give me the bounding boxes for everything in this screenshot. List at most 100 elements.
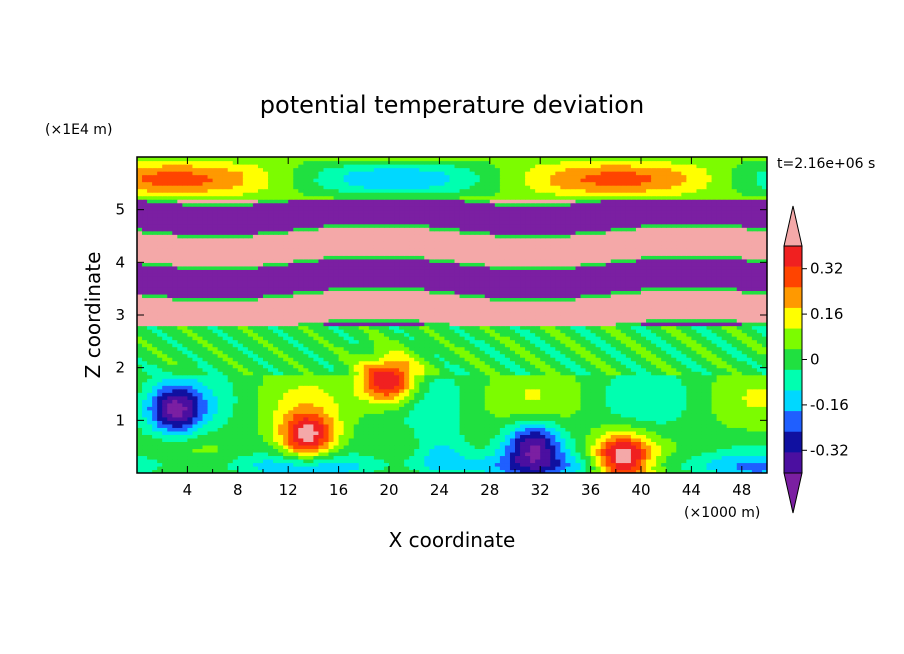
field-cell <box>333 423 340 428</box>
field-cell <box>595 427 602 432</box>
field-cell <box>142 420 148 425</box>
field-cell <box>494 420 501 425</box>
field-cell <box>162 336 168 341</box>
field-cell <box>666 339 672 344</box>
field-cell <box>222 458 229 464</box>
field-cell <box>509 346 516 351</box>
field-cell <box>454 364 461 369</box>
field-cell <box>701 402 708 407</box>
field-cell <box>459 444 466 450</box>
field-cell <box>630 353 637 358</box>
field-cell <box>635 336 642 341</box>
field-cell <box>268 441 274 446</box>
field-cell <box>535 458 541 464</box>
field-cell <box>318 357 325 362</box>
field-cell <box>303 353 309 358</box>
field-cell <box>268 430 274 435</box>
field-cell <box>701 416 708 421</box>
field-cell <box>273 350 279 355</box>
field-cell <box>671 367 677 372</box>
field-cell <box>761 451 767 457</box>
field-cell <box>535 409 541 414</box>
field-cell <box>212 378 219 383</box>
field-cell <box>368 427 375 432</box>
field-cell <box>177 392 183 397</box>
field-cell <box>399 346 405 351</box>
field-cell <box>469 343 476 348</box>
field-cell <box>177 343 183 348</box>
field-cell <box>157 451 163 457</box>
field-cell <box>237 465 244 471</box>
field-cell <box>585 434 592 439</box>
field-cell <box>338 374 345 379</box>
field-cell <box>751 336 758 341</box>
field-cell <box>761 350 767 355</box>
field-cell <box>263 360 269 365</box>
field-cell <box>620 444 627 450</box>
field-cell <box>711 374 718 379</box>
field-cell <box>565 469 572 473</box>
field-cell <box>484 462 491 467</box>
field-cell <box>711 465 718 471</box>
field-cell <box>706 339 713 344</box>
field-cell <box>348 458 355 464</box>
field-cell <box>746 462 753 467</box>
field-cell <box>499 416 506 421</box>
field-cell <box>172 378 178 383</box>
field-cell <box>731 434 738 439</box>
field-cell <box>605 451 612 457</box>
field-cell <box>515 360 521 365</box>
field-cell <box>278 346 284 351</box>
field-cell <box>333 441 340 446</box>
field-cell <box>641 427 647 432</box>
field-cell <box>404 346 410 351</box>
field-cell <box>509 423 516 428</box>
field-cell <box>570 350 577 355</box>
field-cell <box>212 406 219 411</box>
field-cell <box>696 448 703 453</box>
field-cell <box>731 339 738 344</box>
field-cell <box>429 427 435 432</box>
field-cell <box>343 360 350 365</box>
field-cell <box>736 420 743 425</box>
field-cell <box>641 434 647 439</box>
field-cell <box>706 413 713 418</box>
field-cell <box>439 427 446 432</box>
field-cell <box>605 371 612 376</box>
field-cell <box>172 416 178 421</box>
field-cell <box>298 374 304 379</box>
field-cell <box>434 332 440 337</box>
field-cell <box>257 392 264 397</box>
field-cell <box>459 455 466 460</box>
field-cell <box>147 420 153 425</box>
field-cell <box>358 469 365 473</box>
field-cell <box>429 409 435 414</box>
field-cell <box>434 455 440 460</box>
field-cell <box>273 465 279 471</box>
field-cell <box>711 448 718 453</box>
field-cell <box>444 385 451 390</box>
field-cell <box>439 399 446 404</box>
field-cell <box>499 458 506 464</box>
field-cell <box>731 409 738 414</box>
field-cell <box>348 357 355 362</box>
field-cell <box>540 371 546 376</box>
field-cell <box>656 430 662 435</box>
field-cell <box>273 357 279 362</box>
field-cell <box>162 465 168 471</box>
field-cell <box>530 360 536 365</box>
field-cell <box>439 434 446 439</box>
field-cell <box>530 357 536 362</box>
field-cell <box>373 462 380 467</box>
field-cell <box>721 451 728 457</box>
field-cell <box>676 343 682 348</box>
field-cell <box>404 339 410 344</box>
field-cell <box>504 451 511 457</box>
field-cell <box>399 420 405 425</box>
field-cell <box>353 444 360 450</box>
field-cell <box>212 465 219 471</box>
field-cell <box>414 360 420 365</box>
field-cell <box>338 441 345 446</box>
field-cell <box>590 451 597 457</box>
field-cell <box>157 441 163 446</box>
